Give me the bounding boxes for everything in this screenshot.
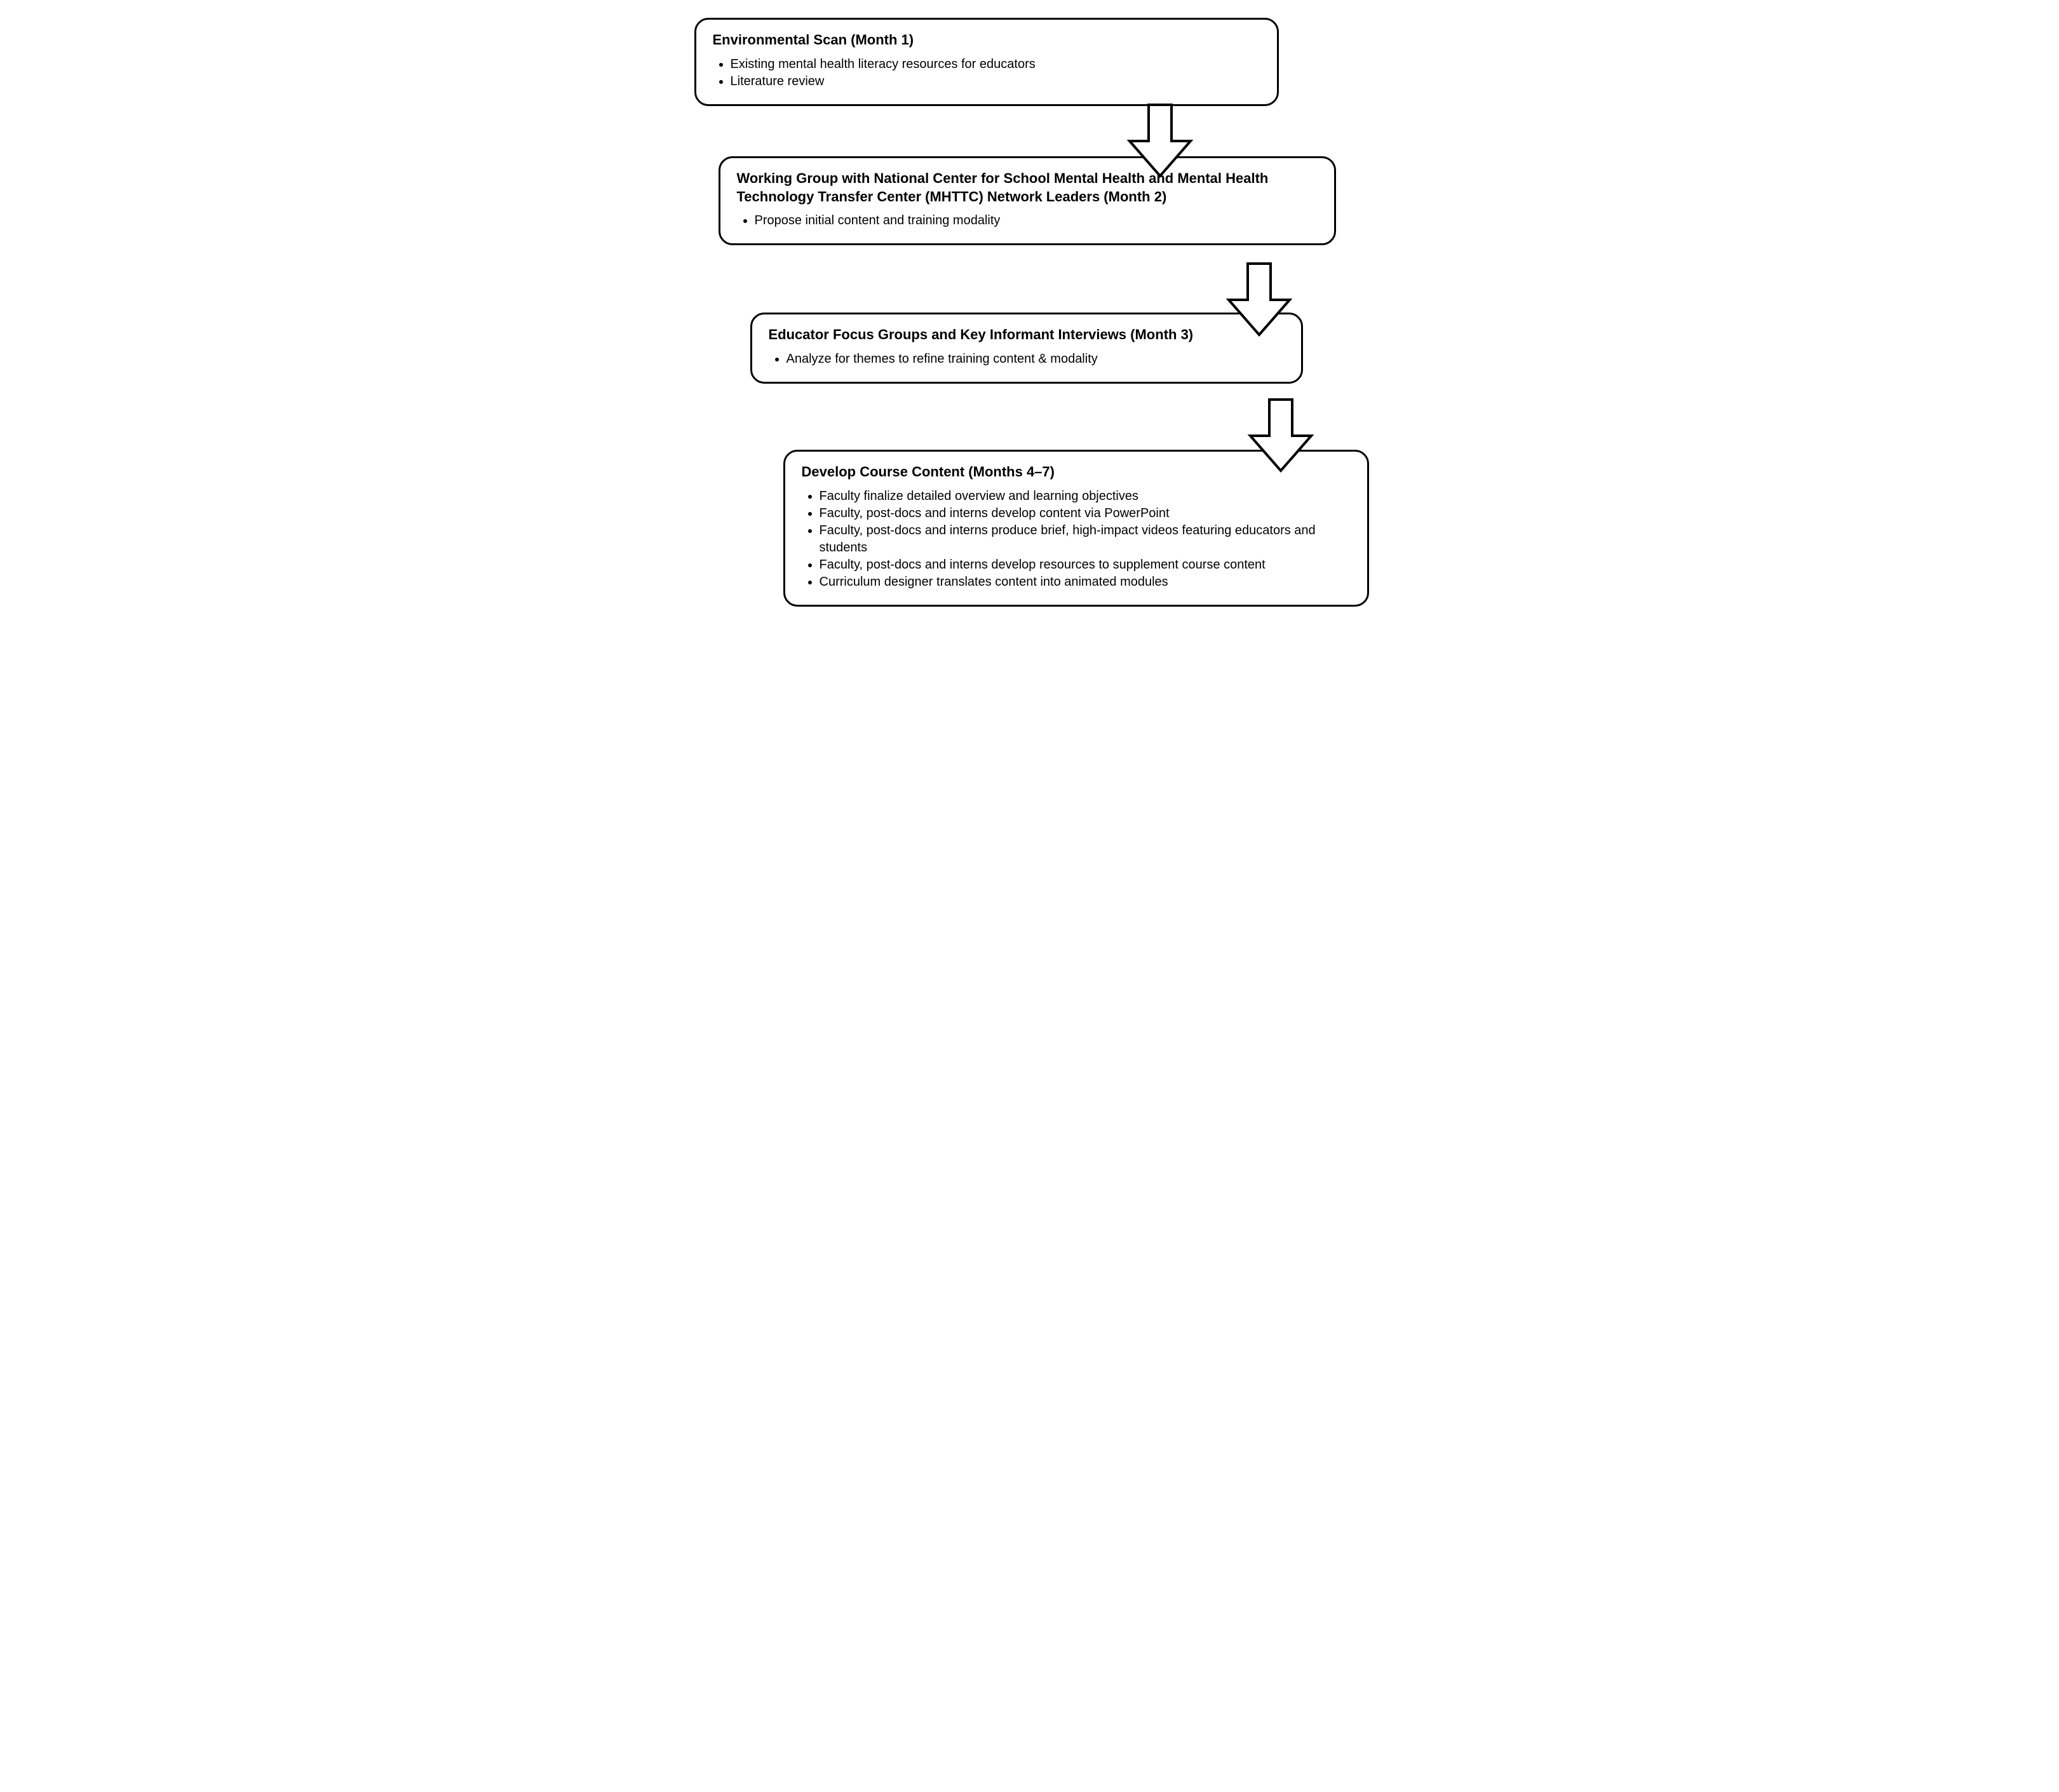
bullet-item: Faculty, post-docs and interns produce b… [820,522,1351,556]
flow-box-title: Environmental Scan (Month 1) [713,31,1260,50]
flow-box-bullets: Propose initial content and training mod… [737,212,1318,229]
flow-box-bullets: Faculty finalize detailed overview and l… [802,488,1351,591]
bullet-item: Faculty, post-docs and interns develop c… [820,505,1351,522]
bullet-item: Existing mental health literacy resource… [731,56,1260,73]
flow-box-bullets: Analyze for themes to refine training co… [769,351,1285,368]
down-arrow-icon [1224,262,1294,338]
bullet-item: Faculty, post-docs and interns develop r… [820,556,1351,574]
down-arrow-icon [1246,398,1316,474]
bullet-item: Faculty finalize detailed overview and l… [820,488,1351,505]
bullet-item: Curriculum designer translates content i… [820,574,1351,591]
flow-box-title: Educator Focus Groups and Key Informant … [769,326,1285,344]
bullet-item: Analyze for themes to refine training co… [786,351,1285,368]
down-arrow-icon [1125,103,1195,179]
flow-box-title: Working Group with National Center for S… [737,170,1318,206]
flow-box-environmental-scan: Environmental Scan (Month 1) Existing me… [694,18,1279,106]
flowchart-canvas: Environmental Scan (Month 1) Existing me… [687,13,1373,610]
bullet-item: Literature review [731,73,1260,90]
flow-box-working-group: Working Group with National Center for S… [719,156,1336,245]
bullet-item: Propose initial content and training mod… [755,212,1318,229]
flow-box-bullets: Existing mental health literacy resource… [713,56,1260,90]
flow-box-focus-groups: Educator Focus Groups and Key Informant … [750,313,1303,384]
